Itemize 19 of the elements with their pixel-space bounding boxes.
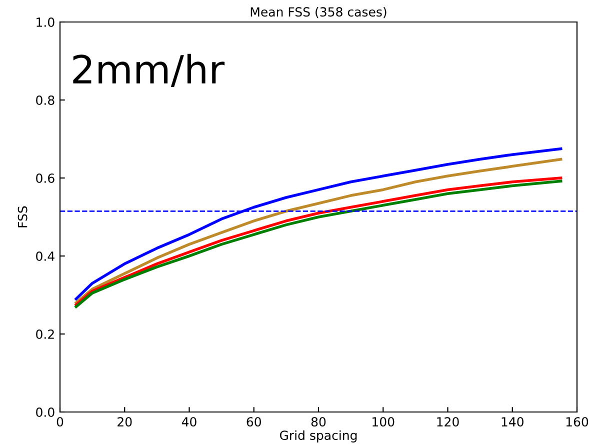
- y-tick-label: 0.4: [36, 251, 54, 261]
- y-tick-label: 0.6: [36, 173, 54, 183]
- x-tick-label: 120: [437, 417, 459, 427]
- x-tick-label: 100: [372, 417, 394, 427]
- x-tick-label: 160: [566, 417, 588, 427]
- y-tick-label: 0.8: [36, 95, 54, 105]
- x-axis-title: Grid spacing: [280, 430, 357, 442]
- x-tick-label: 0: [56, 417, 64, 427]
- y-tick-label: 1.0: [36, 17, 54, 27]
- x-tick-label: 40: [182, 417, 196, 427]
- x-tick-label: 140: [502, 417, 524, 427]
- x-tick-label: 80: [311, 417, 326, 427]
- y-tick-label: 0.0: [36, 407, 54, 417]
- y-tick-label: 0.2: [36, 329, 54, 339]
- annotation: 2mm/hr: [73, 54, 225, 88]
- chart-title: Mean FSS (358 cases): [250, 6, 386, 18]
- y-axis-title: FSS: [18, 206, 28, 228]
- x-tick-label: 20: [118, 417, 132, 427]
- x-tick-label: 60: [246, 417, 261, 427]
